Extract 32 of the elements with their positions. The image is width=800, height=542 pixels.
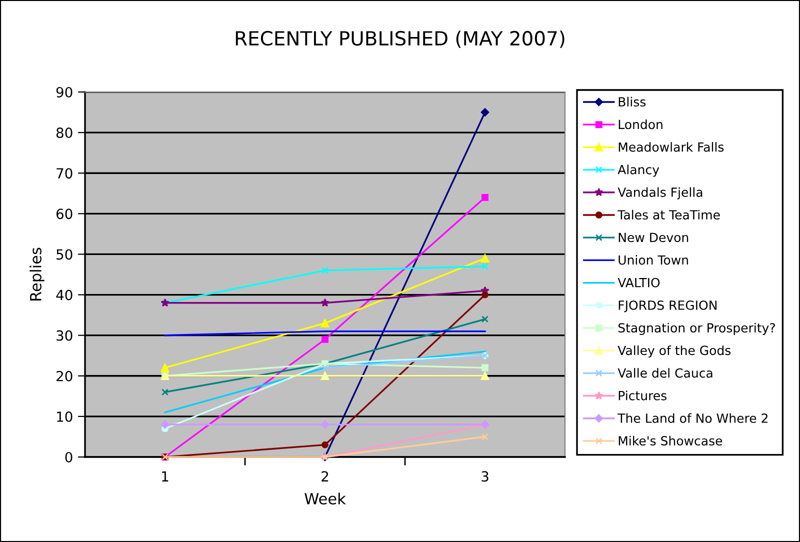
y-tick-label: 90	[56, 86, 72, 98]
legend-label: Tales at TeaTime	[618, 210, 720, 220]
x-axis-title: Week	[304, 492, 346, 504]
legend-label: The Land of No Where 2	[618, 413, 768, 423]
legend-label: FJORDS REGION	[618, 300, 716, 312]
legend-label: Valle del Cauca	[618, 368, 712, 378]
y-tick-label: 70	[56, 168, 72, 179]
legend-label: Alancy	[618, 164, 660, 177]
legend-label: Vandals Fjella	[618, 187, 702, 200]
legend-label: Valley of the Gods	[618, 345, 731, 358]
x-tick-label: 2	[322, 471, 328, 482]
legend-label: Bliss	[618, 96, 646, 107]
y-tick-label: 60	[56, 208, 72, 220]
y-axis-title: Replies	[30, 248, 44, 300]
y-tick-label: 10	[57, 411, 72, 422]
legend-label: VALTIO	[618, 278, 660, 288]
y-tick-label: 50	[56, 249, 72, 260]
y-tick-label: 80	[56, 128, 72, 138]
legend-label: New Devon	[618, 232, 688, 242]
y-tick-label: 20	[56, 370, 72, 382]
legend-label: Union Town	[618, 255, 688, 265]
chart-title: RECENTLY PUBLISHED (MAY 2007)	[236, 30, 564, 48]
y-tick-label: 30	[56, 330, 72, 341]
legend-label: Pictures	[618, 390, 666, 400]
y-tick-label: 0	[65, 452, 72, 462]
legend-label: Mike's Showcase	[618, 436, 722, 446]
y-tick-label: 40	[56, 290, 72, 300]
x-tick-label: 3	[482, 471, 488, 482]
legend-label: Stagnation or Prosperity?	[618, 322, 775, 335]
legend-label: London	[618, 119, 662, 130]
legend-label: Meadowlark Falls	[618, 142, 724, 152]
x-tick-label: 1	[162, 471, 168, 482]
